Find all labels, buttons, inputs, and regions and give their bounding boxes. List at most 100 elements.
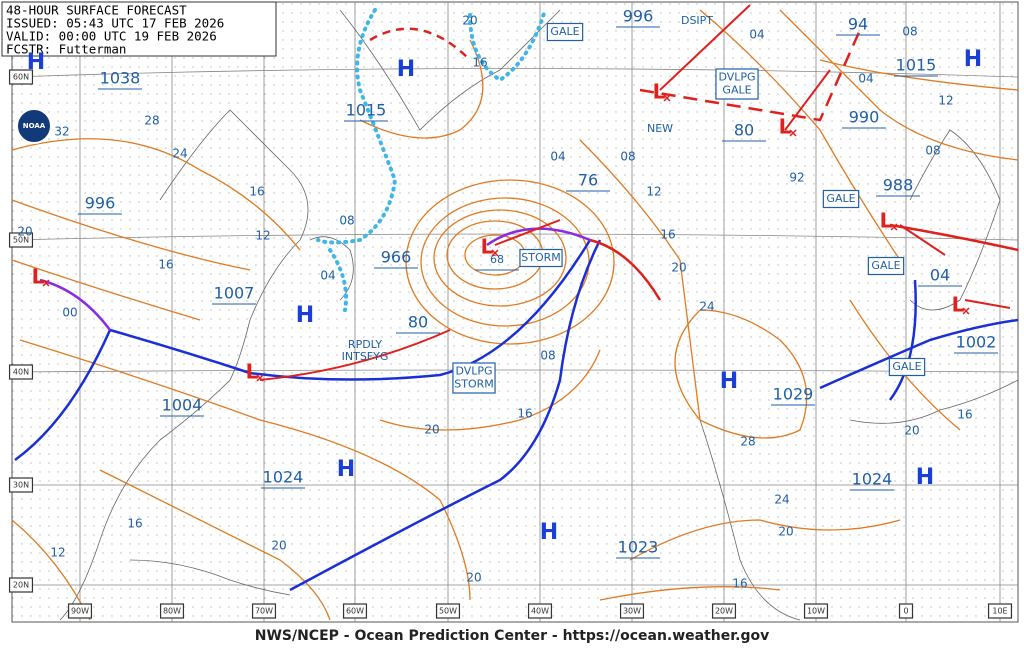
- isobar-label: 16: [957, 408, 972, 422]
- longitude-label: 70W: [255, 607, 273, 616]
- map-frame: [11, 1, 1019, 623]
- isobar-label: 24: [774, 493, 789, 507]
- latitude-label: 60N: [13, 73, 29, 82]
- pressure-label: 1023: [618, 538, 659, 557]
- longitude-label-box: [987, 603, 1013, 619]
- warning-label-box: [715, 68, 759, 100]
- warning-label: GALE: [722, 84, 751, 97]
- pressure-label: 990: [849, 108, 880, 127]
- pressure-label: 80: [734, 121, 754, 140]
- isobar-label: 04: [858, 72, 873, 86]
- pressure-label: 996: [85, 194, 116, 213]
- low-x: [491, 249, 499, 257]
- longitude-label-box: [435, 603, 461, 619]
- warning-label-box: [867, 256, 905, 276]
- pressure-label: 1024: [852, 470, 893, 489]
- pressure-label: 1015: [346, 101, 387, 120]
- latitude-label-box: [8, 364, 34, 380]
- header-box: [1, 1, 277, 57]
- header-forecaster: FCSTR: Futterman: [6, 42, 126, 57]
- latitude-label: 40N: [13, 368, 29, 377]
- longitude-label-box: [342, 603, 368, 619]
- longitude-label: 40W: [531, 607, 549, 616]
- longitude-label: 20W: [715, 607, 733, 616]
- isobar-label: 24: [699, 300, 714, 314]
- isobar-label: 20: [17, 225, 32, 239]
- isobar-label: 92: [789, 171, 804, 185]
- pressure-label: 1007: [214, 284, 255, 303]
- isobar-label: 20: [904, 424, 919, 438]
- isobar-label: 20: [466, 571, 481, 585]
- warning-label-box: [546, 22, 584, 42]
- warning-label: STORM: [454, 378, 494, 391]
- longitude-label: 90W: [71, 607, 89, 616]
- pressure-label: 68: [490, 253, 504, 266]
- longitude-label: 0: [903, 607, 908, 616]
- warning-label: GALE: [871, 259, 900, 272]
- warning-label: GALE: [826, 192, 855, 205]
- latitude-label-box: [8, 477, 34, 493]
- high-marker: H: [916, 465, 934, 490]
- pressure-label: 966: [381, 248, 412, 267]
- pressure-label: 94: [848, 15, 868, 34]
- longitude-label-box: [527, 603, 553, 619]
- warning-label: GALE: [550, 25, 579, 38]
- high-marker: H: [337, 457, 355, 482]
- isobar-label: 04: [749, 28, 764, 42]
- annotation: DSIPT: [681, 14, 713, 27]
- ice-edge: [316, 8, 547, 312]
- isobar-label: 24: [172, 147, 187, 161]
- longitude-label-box: [251, 603, 277, 619]
- logo: [16, 108, 52, 144]
- warning-label: DVLPG: [455, 365, 492, 378]
- warning-label: GALE: [892, 360, 921, 373]
- warning-label: DVLPG: [718, 71, 755, 84]
- footer-bg: [0, 624, 1024, 652]
- low-marker: L: [32, 265, 45, 289]
- longitude-label: 80W: [163, 607, 181, 616]
- isobar-label: 28: [144, 114, 159, 128]
- isobar-label: 04: [550, 150, 565, 164]
- isobar-label: 20: [271, 539, 286, 553]
- low-marker: L: [653, 80, 666, 104]
- pressure-label: 76: [578, 171, 598, 190]
- latitude-label: 50N: [13, 236, 29, 245]
- isobar-label: 16: [732, 577, 747, 591]
- warning-label-box: [452, 362, 496, 394]
- high-marker: H: [964, 47, 982, 72]
- low-x: [42, 279, 50, 287]
- annotation: NEW: [647, 122, 673, 135]
- isobar-label: 32: [54, 125, 69, 139]
- pressure-label: 04: [930, 266, 950, 285]
- low-x: [962, 307, 970, 315]
- isobar-label: 16: [249, 185, 264, 199]
- isobar-label: 12: [646, 185, 661, 199]
- annotation: RPDLY: [348, 338, 382, 351]
- pressure-label: 1002: [956, 333, 997, 352]
- high-marker: H: [540, 520, 558, 545]
- pressure-label: 80: [408, 313, 428, 332]
- warning-label-box: [519, 248, 563, 268]
- pressure-label: 1029: [773, 385, 814, 404]
- isobar-label: 00: [62, 306, 77, 320]
- high-marker: H: [720, 369, 738, 394]
- isobar-label: 16: [127, 517, 142, 531]
- isobars: [11, 9, 1019, 621]
- annotation: INTSFYG: [342, 350, 389, 363]
- low-x: [663, 94, 671, 102]
- longitude-label: 30W: [623, 607, 641, 616]
- isobar-label: 16: [472, 56, 487, 70]
- isobar-label: 28: [740, 435, 755, 449]
- low-x: [789, 129, 797, 137]
- pressure-label: 1024: [263, 468, 304, 487]
- warning-label-box: [822, 189, 860, 209]
- longitude-label-box: [619, 603, 645, 619]
- pressure-label: 996: [623, 7, 654, 26]
- isobar-label: 16: [158, 258, 173, 272]
- isobar-label: 16: [517, 407, 532, 421]
- low-x: [256, 374, 264, 382]
- latitude-label-box: [8, 69, 34, 85]
- isobar-label: 12: [938, 94, 953, 108]
- pressure-label: 988: [883, 176, 914, 195]
